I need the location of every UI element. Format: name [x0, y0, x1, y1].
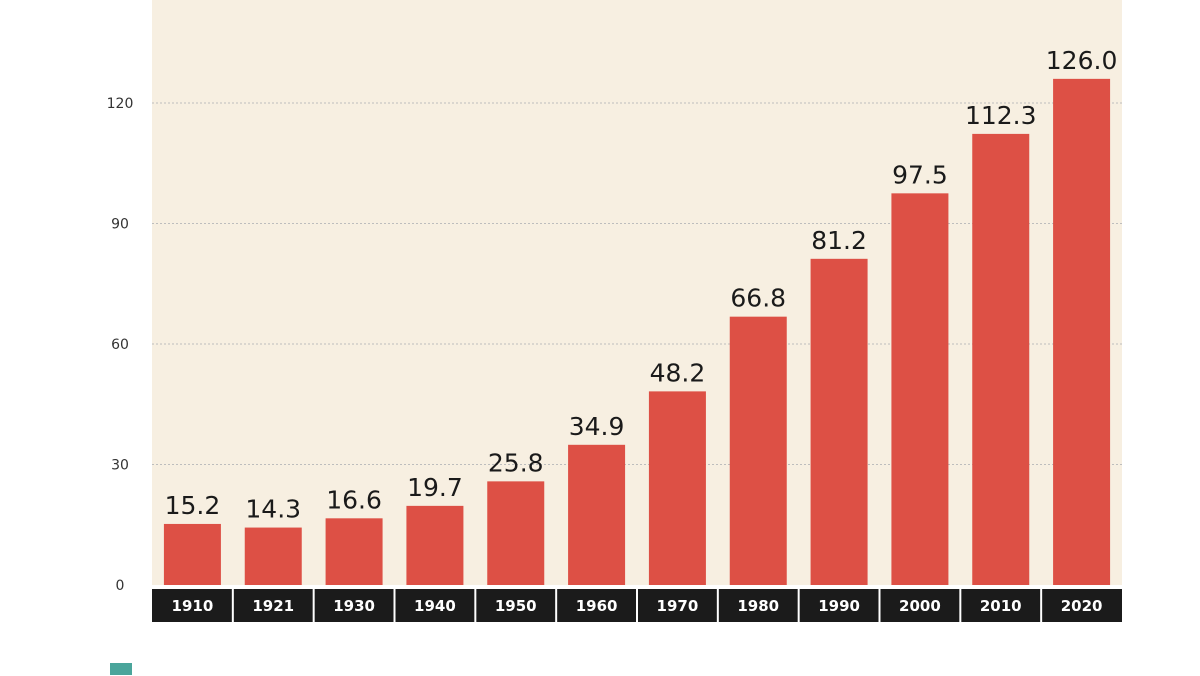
value-label: 25.8	[488, 448, 544, 477]
y-axis-tick-labels: 0 30 60 90 120	[107, 96, 134, 594]
bar-2020	[1053, 78, 1111, 585]
value-label: 19.7	[407, 473, 463, 502]
category-label: 1990	[818, 597, 860, 615]
value-label: 48.2	[650, 358, 706, 387]
bar-1970	[648, 391, 706, 585]
bar-1980	[729, 316, 787, 585]
value-labels: 15.2 14.3 16.6 19.7 25.8 34.9 48.2 66.8 81.2 97.5…	[165, 46, 1118, 524]
category-label: 1980	[737, 597, 779, 615]
y-tick-label: 90	[111, 216, 129, 232]
y-tick-label: 60	[111, 337, 129, 353]
gridlines	[152, 102, 1122, 465]
legend	[110, 662, 140, 676]
value-label: 15.2	[165, 491, 221, 520]
category-label: 1921	[252, 597, 294, 615]
category-label: 1950	[495, 597, 537, 615]
bar-2010	[972, 133, 1030, 585]
bar-2000	[891, 193, 949, 585]
plot-background	[152, 0, 1122, 585]
y-tick-label: 120	[107, 96, 134, 112]
category-label: 1960	[576, 597, 618, 615]
bar-1921	[244, 527, 302, 585]
value-label: 126.0	[1046, 46, 1118, 75]
category-labels: 1910 1921 1930 1940 1950 1960 1970 1980 1990 2000…	[172, 589, 1103, 622]
legend-swatch	[110, 663, 132, 675]
value-label: 81.2	[811, 226, 867, 255]
category-label: 1940	[414, 597, 456, 615]
value-label: 112.3	[965, 101, 1037, 130]
y-tick-label: 30	[111, 457, 129, 473]
category-label: 1930	[333, 597, 375, 615]
category-label: 1970	[657, 597, 699, 615]
bar-1960	[568, 444, 626, 585]
category-label: 2000	[899, 597, 941, 615]
value-label: 66.8	[730, 284, 786, 313]
value-label: 16.6	[326, 485, 382, 514]
value-label: 34.9	[569, 412, 625, 441]
bar-1940	[406, 505, 464, 585]
bar-1930	[325, 518, 383, 585]
category-label: 2020	[1061, 597, 1103, 615]
value-label: 97.5	[892, 160, 948, 189]
bars	[163, 78, 1111, 585]
value-label: 14.3	[245, 495, 301, 524]
category-label: 2010	[980, 597, 1022, 615]
y-tick-label: 0	[116, 578, 125, 594]
bar-1990	[810, 258, 868, 585]
bar-1910	[163, 523, 221, 585]
category-label: 1910	[172, 597, 214, 615]
bar-1950	[487, 481, 545, 585]
